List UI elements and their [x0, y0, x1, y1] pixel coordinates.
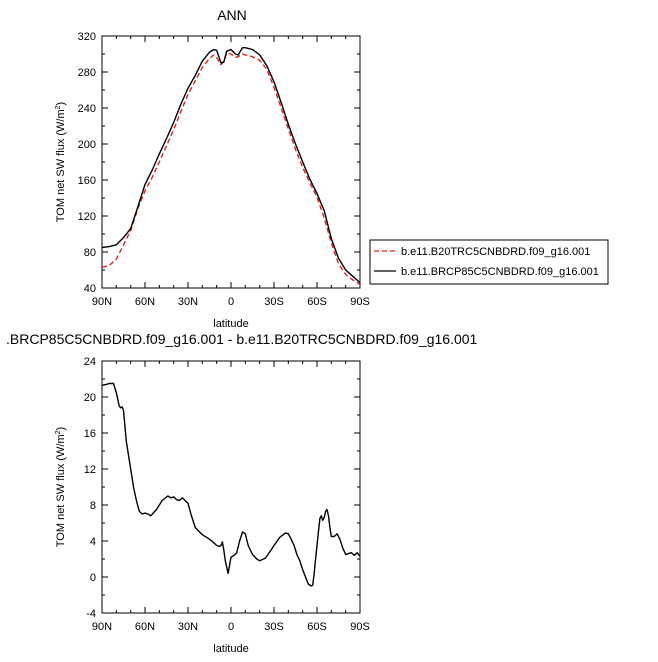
bottom-panel-ylabel-main: TOM net SW flux (W/m [55, 434, 67, 547]
top-panel-title: ANN [217, 7, 247, 23]
top-panel-y-tick-label: 120 [78, 211, 96, 223]
top-panel-series-line-0 [101, 52, 361, 285]
bottom-panel-y-tick-label: 16 [84, 428, 96, 440]
legend-label-control: b.e11.B20TRC5CNBDRD.f09_g16.001 [401, 246, 590, 258]
bottom-panel-title: .BRCP85C5CNBDRD.f09_g16.001 - b.e11.B20T… [6, 331, 478, 347]
legend-frame [369, 239, 609, 285]
top-panel-y-tick-label: 40 [84, 283, 96, 295]
top-panel-x-tick-label: 30S [264, 296, 284, 308]
legend-label-scenario: b.e11.BRCP85C5CNBDRD.f09_g16.001 [401, 266, 599, 278]
bottom-panel-frame [101, 360, 361, 614]
bottom-panel-y-tick-label: 0 [90, 572, 96, 584]
top-panel-y-tick-label: 280 [78, 67, 96, 79]
legend: b.e11.B20TRC5CNBDRD.f09_g16.001 b.e11.BR… [369, 239, 609, 285]
top-panel-y-tick-label: 320 [78, 31, 96, 43]
bottom-panel-y-tick-label: 24 [84, 356, 96, 368]
top-panel-x-tick-label: 60S [307, 296, 327, 308]
top-panel-y-tick-label: 160 [78, 175, 96, 187]
top-panel-ylabel-sup: 2 [55, 105, 62, 109]
bottom-panel-xlabel: latitude [213, 643, 248, 655]
bottom-panel-x-tick-label: 60S [307, 621, 327, 633]
bottom-panel-x-tick-label: 30N [178, 621, 198, 633]
top-panel-x-tick-label: 30N [178, 296, 198, 308]
top-panel-series-line-1 [101, 47, 361, 284]
bottom-panel-ylabel: TOM net SW flux (W/m2) [55, 427, 67, 547]
bottom-panel-y-tick-label: -4 [86, 608, 96, 620]
top-panel-ylabel: TOM net SW flux (W/m2) [55, 102, 67, 222]
bottom-panel-ylabel-sup: 2 [55, 430, 62, 434]
bottom-panel-y-tick-label: 8 [90, 500, 96, 512]
bottom-panel-x-tick-label: 60N [135, 621, 155, 633]
bottom-panel-ylabel-close: ) [55, 427, 67, 431]
bottom-panel-x-tick-label: 30S [264, 621, 284, 633]
top-panel-x-tick-label: 60N [135, 296, 155, 308]
top-panel-y-tick-label: 80 [84, 247, 96, 259]
bottom-panel-y-tick-label: 4 [90, 536, 96, 548]
top-panel: ANN 90N 60N 30N 0 30S 60S 90S 40 80 120 160 200 240 2… [55, 7, 370, 330]
top-panel-xlabel: latitude [213, 318, 248, 330]
top-panel-x-tick-label: 90S [350, 296, 370, 308]
top-panel-frame [101, 35, 361, 289]
bottom-panel-x-tick-label: 0 [228, 621, 234, 633]
bottom-panel-x-tick-label: 90N [92, 621, 112, 633]
top-panel-y-tick-label: 200 [78, 139, 96, 151]
bottom-panel-x-tick-label: 90S [350, 621, 370, 633]
bottom-panel-y-tick-label: 12 [84, 464, 96, 476]
bottom-panel-y-tick-label: 20 [84, 392, 96, 404]
top-panel-x-tick-label: 90N [92, 296, 112, 308]
top-panel-ylabel-main: TOM net SW flux (W/m [55, 109, 67, 222]
top-panel-x-tick-label: 0 [228, 296, 234, 308]
bottom-panel: .BRCP85C5CNBDRD.f09_g16.001 - b.e11.B20T… [6, 331, 478, 655]
bottom-panel-series-line-0 [101, 382, 361, 587]
top-panel-ylabel-close: ) [55, 102, 67, 106]
top-panel-y-tick-label: 240 [78, 103, 96, 115]
